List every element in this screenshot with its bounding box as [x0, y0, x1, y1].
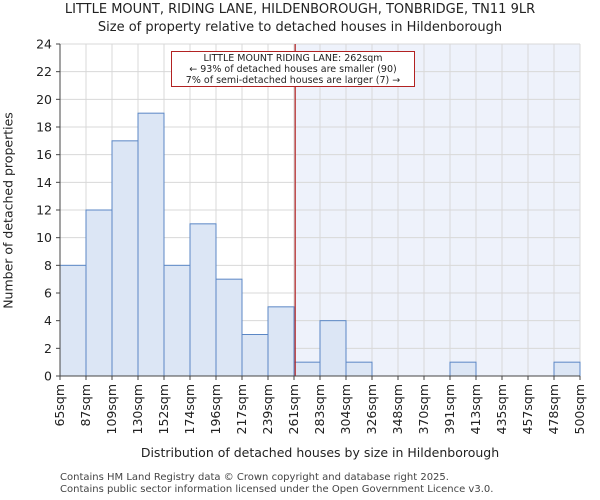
bar [345, 361, 373, 377]
bar [241, 334, 269, 377]
bar [111, 140, 139, 377]
bar [553, 361, 581, 377]
x-tick-label: 304sqm [338, 384, 353, 434]
y-tick-label: 4 [44, 313, 52, 328]
bar [137, 112, 165, 377]
y-tick-label: 22 [36, 64, 52, 79]
x-tick-label: 130sqm [130, 384, 145, 434]
annotation-line-2: ← 93% of detached houses are smaller (90… [189, 64, 397, 75]
bar [215, 278, 243, 377]
x-tick-label: 87sqm [78, 384, 93, 427]
x-tick-label: 239sqm [260, 384, 275, 434]
footer-licence: Contains public sector information licen… [60, 484, 494, 495]
chart-title: LITTLE MOUNT, RIDING LANE, HILDENBOROUGH… [64, 2, 536, 17]
y-tick-label: 16 [36, 147, 52, 162]
property-annotation: LITTLE MOUNT RIDING LANE: 262sqm ← 93% o… [171, 51, 415, 87]
y-tick-label: 18 [36, 120, 52, 135]
x-tick-label: 217sqm [234, 384, 249, 434]
axes [56, 43, 581, 380]
bar [85, 209, 113, 377]
y-tick-label: 24 [36, 37, 52, 52]
bar [59, 264, 87, 377]
x-tick-label: 326sqm [364, 384, 379, 434]
x-tick-label: 413sqm [468, 384, 483, 434]
y-axis-label: Number of detached properties [0, 112, 16, 309]
x-tick-label: 196sqm [208, 384, 223, 434]
x-tick-label: 500sqm [572, 384, 587, 434]
bar [293, 361, 321, 377]
bar [267, 306, 295, 377]
y-tick-label: 0 [44, 369, 52, 384]
bar [449, 361, 477, 377]
x-tick-label: 348sqm [390, 384, 405, 434]
x-tick-label: 109sqm [104, 384, 119, 434]
bar [319, 320, 347, 377]
x-tick-label: 435sqm [494, 384, 509, 434]
x-tick-label: 478sqm [546, 384, 561, 434]
y-tick-label: 14 [36, 175, 52, 190]
annotation-line-1: LITTLE MOUNT RIDING LANE: 262sqm [203, 53, 383, 64]
x-tick-label: 283sqm [312, 384, 327, 434]
x-tick-label: 457sqm [520, 384, 535, 434]
y-tick-label: 10 [36, 230, 52, 245]
y-tick-label: 2 [44, 341, 52, 356]
x-tick-label: 65sqm [52, 384, 67, 427]
x-axis-label: Distribution of detached houses by size … [140, 445, 500, 460]
x-tick-label: 174sqm [182, 384, 197, 434]
y-tick-label: 20 [36, 92, 52, 107]
x-tick-label: 261sqm [286, 384, 301, 434]
x-tick-label: 370sqm [416, 384, 431, 434]
x-tick-label: 391sqm [442, 384, 457, 434]
x-tick-labels: 65sqm 87sqm 109sqm 130sqm 152sqm 174sqm 196sqm… [52, 384, 587, 434]
bar [189, 223, 217, 377]
footer-copyright: Contains HM Land Registry data © Crown c… [60, 472, 449, 483]
annotation-line-3: 7% of semi-detached houses are larger (7… [185, 75, 401, 86]
y-tick-label: 12 [36, 203, 52, 218]
y-tick-label: 6 [44, 286, 52, 301]
chart-subtitle: Size of property relative to detached ho… [97, 20, 503, 35]
x-tick-label: 152sqm [156, 384, 171, 434]
bar [163, 264, 191, 377]
y-tick-label: 8 [44, 258, 52, 273]
bars [59, 112, 581, 377]
